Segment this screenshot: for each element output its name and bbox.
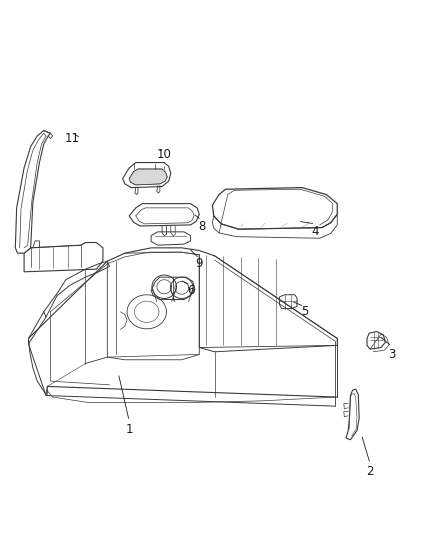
Text: 2: 2 [366,465,374,478]
Polygon shape [129,204,199,226]
Text: 6: 6 [187,284,194,297]
Text: 3: 3 [389,348,396,361]
Text: 4: 4 [311,225,319,238]
Text: 5: 5 [301,305,308,318]
Polygon shape [212,188,337,229]
Polygon shape [24,243,103,272]
Text: 1: 1 [125,423,133,435]
Text: 11: 11 [65,132,80,145]
Polygon shape [15,131,50,253]
Polygon shape [279,295,297,309]
Text: 10: 10 [157,148,172,161]
Polygon shape [151,277,195,300]
Polygon shape [367,332,385,349]
Text: 9: 9 [195,257,203,270]
Text: 8: 8 [198,220,205,233]
Polygon shape [151,232,191,245]
Polygon shape [346,389,359,440]
Polygon shape [123,163,171,188]
Polygon shape [129,169,167,185]
